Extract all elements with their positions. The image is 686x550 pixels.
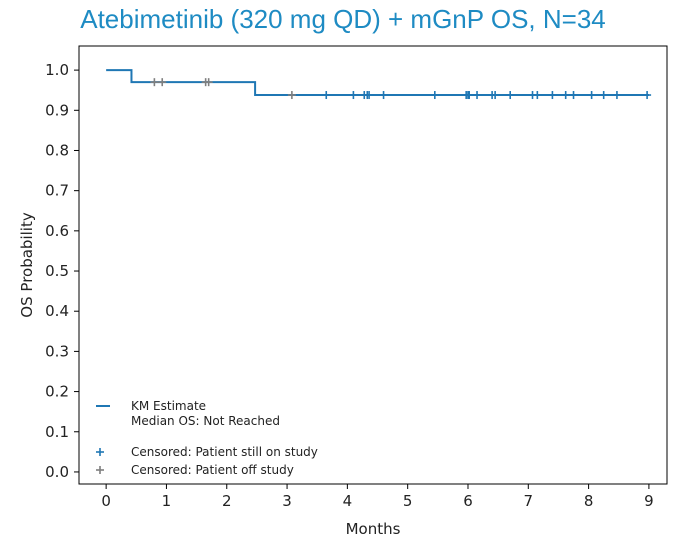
y-tick-label: 0.7: [45, 182, 69, 200]
censor-mark-on-study: [349, 91, 358, 100]
censor-mark-on-study: [569, 91, 578, 100]
x-tick-label: 3: [282, 492, 292, 510]
legend-censored-off-marker: [96, 466, 104, 474]
plot-frame: [78, 45, 668, 485]
x-tick-label: 0: [101, 492, 111, 510]
legend-plus-on: [96, 448, 104, 456]
censor-mark-on-study: [533, 91, 542, 100]
legend-median-label: Median OS: Not Reached: [131, 414, 280, 428]
y-tick-label: 0.4: [45, 302, 69, 320]
legend-plus-off: [96, 466, 104, 474]
censor-mark-on-study: [548, 91, 557, 100]
censor-mark-off-study: [287, 91, 296, 100]
x-tick-label: 4: [343, 492, 353, 510]
censor-mark-on-study: [322, 91, 331, 100]
chart-title: Atebimetinib (320 mg QD) + mGnP OS, N=34: [80, 4, 606, 34]
censor-mark-off-study: [204, 78, 213, 87]
x-tick-label: 7: [524, 492, 534, 510]
censor-mark-on-study: [599, 91, 608, 100]
censor-mark-on-study: [643, 91, 652, 100]
censor-mark-on-study: [465, 91, 474, 100]
censor-mark-on-study: [561, 91, 570, 100]
x-tick-label: 5: [403, 492, 413, 510]
y-tick-label: 0.5: [45, 262, 69, 280]
legend-censored-off-label: Censored: Patient off study: [131, 463, 294, 477]
censor-mark-on-study: [612, 91, 621, 100]
x-tick-label: 8: [584, 492, 594, 510]
censor-mark-on-study: [365, 91, 374, 100]
y-tick-label: 0.8: [45, 141, 69, 159]
censor-mark-off-study: [150, 78, 159, 87]
censor-mark-on-study: [473, 91, 482, 100]
legend-km-label: KM Estimate: [131, 399, 206, 413]
legend: KM Estimate Median OS: Not Reached Censo…: [96, 399, 318, 477]
y-tick-label: 1.0: [45, 61, 69, 79]
x-axis: 0 1 2 3 4 5 6 7 8 9: [101, 484, 654, 510]
x-tick-label: 1: [162, 492, 172, 510]
censor-mark-on-study: [587, 91, 596, 100]
legend-censored-on-marker: [96, 448, 104, 456]
y-axis: 0.0 0.1 0.2 0.3 0.4 0.5 0.6 0.7 0.8 0.9 1.0: [45, 61, 79, 481]
legend-censored-on-label: Censored: Patient still on study: [131, 445, 318, 459]
x-tick-label: 9: [644, 492, 654, 510]
km-step-line: [106, 69, 649, 97]
x-tick-label: 2: [222, 492, 232, 510]
y-tick-label: 0.2: [45, 383, 69, 401]
y-tick-label: 0.1: [45, 423, 69, 441]
y-tick-label: 0.6: [45, 222, 69, 240]
plot-area: [106, 69, 652, 100]
censor-mark-off-study: [158, 78, 167, 87]
y-tick-label: 0.3: [45, 342, 69, 360]
censor-mark-on-study: [491, 91, 500, 100]
censor-mark-on-study: [506, 91, 515, 100]
censor-mark-on-study: [379, 91, 388, 100]
y-axis-label: OS Probability: [18, 212, 36, 318]
censor-mark-on-study: [430, 91, 439, 100]
y-tick-label: 0.0: [45, 463, 69, 481]
x-axis-label: Months: [346, 520, 401, 538]
x-tick-label: 6: [463, 492, 473, 510]
y-tick-label: 0.9: [45, 101, 69, 119]
